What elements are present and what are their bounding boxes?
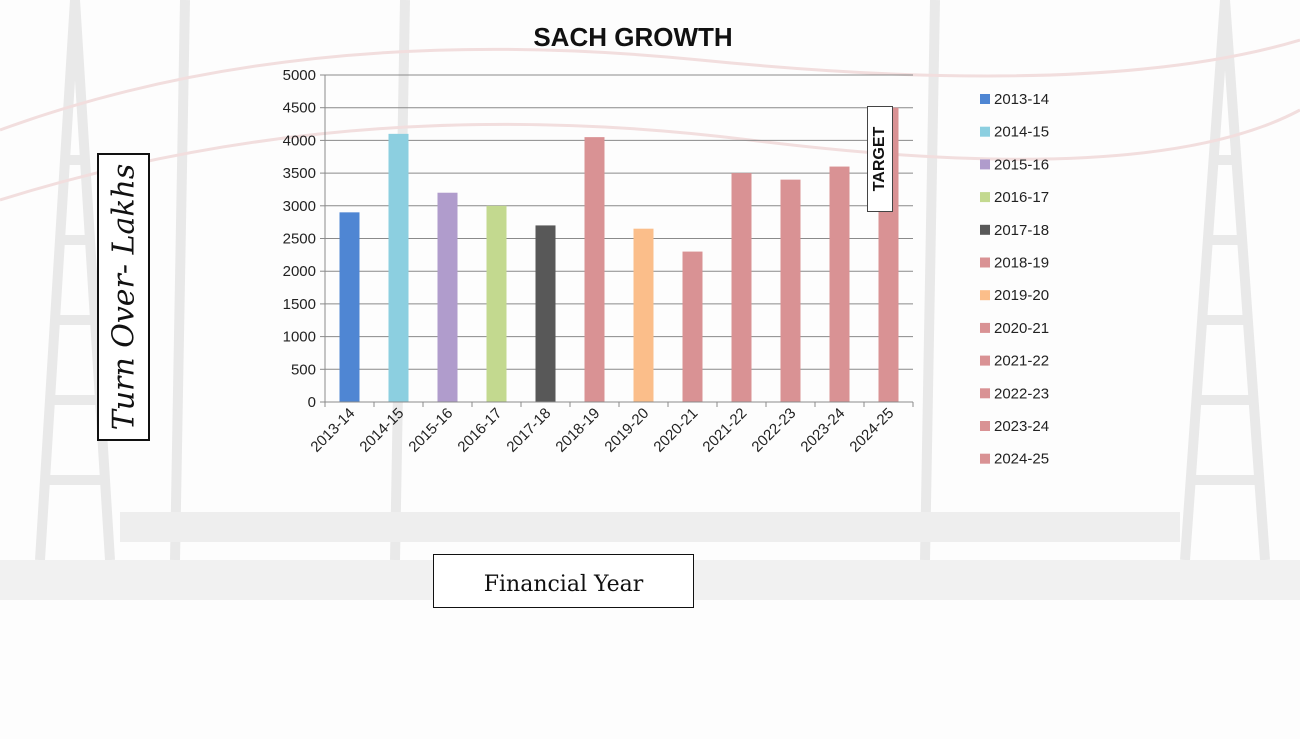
x-tick-label: 2023-24 bbox=[797, 405, 848, 456]
x-axis-label-box: Financial Year bbox=[433, 554, 694, 608]
bar-2016-17 bbox=[486, 205, 507, 402]
bar-2022-23 bbox=[780, 179, 801, 402]
legend-label: 2013-14 bbox=[994, 91, 1049, 108]
y-tick-label: 2000 bbox=[283, 263, 316, 280]
y-tick-label: 4000 bbox=[283, 132, 316, 149]
legend-swatch bbox=[980, 159, 990, 170]
y-tick-label: 3000 bbox=[283, 198, 316, 215]
x-tick-label: 2021-22 bbox=[699, 405, 750, 456]
y-axis-label-box: Turn Over- Lakhs bbox=[97, 153, 150, 441]
x-tick-label: 2013-14 bbox=[307, 405, 358, 456]
legend-swatch bbox=[980, 290, 990, 301]
x-tick-label: 2016-17 bbox=[454, 405, 505, 456]
legend-label: 2021-22 bbox=[994, 353, 1049, 370]
target-annotation: TARGET bbox=[871, 126, 888, 192]
legend-label: 2017-18 bbox=[994, 222, 1049, 239]
bar-2018-19 bbox=[584, 137, 605, 402]
legend-swatch bbox=[980, 355, 990, 366]
legend-swatch bbox=[980, 322, 990, 333]
x-tick-label: 2019-20 bbox=[601, 405, 652, 456]
y-tick-label: 500 bbox=[291, 361, 316, 378]
y-tick-label: 1500 bbox=[283, 296, 316, 313]
legend-swatch bbox=[980, 224, 990, 235]
legend-swatch bbox=[980, 421, 990, 431]
x-tick-label: 2024-25 bbox=[846, 405, 897, 456]
x-tick-label: 2017-18 bbox=[503, 405, 554, 456]
legend-swatch bbox=[980, 126, 990, 137]
x-axis-ticks: 2013-142014-152015-162016-172017-182018-… bbox=[307, 402, 914, 456]
chart-title: SACH GROWTH bbox=[533, 22, 732, 52]
legend-label: 2024-25 bbox=[994, 451, 1049, 468]
bar-2019-20 bbox=[633, 228, 654, 402]
y-tick-label: 2500 bbox=[283, 231, 316, 248]
y-axis-ticks: 0 500 1000 1500 2000 2500 3000 3500 4000 4500 5000 bbox=[283, 67, 325, 411]
bar-2017-18 bbox=[535, 225, 556, 402]
gridlines bbox=[325, 74, 913, 370]
legend-label: 2018-19 bbox=[994, 255, 1049, 272]
legend-label: 2016-17 bbox=[994, 189, 1049, 206]
y-axis-label: Turn Over- Lakhs bbox=[106, 163, 141, 431]
y-tick-label: 4500 bbox=[283, 100, 316, 117]
legend: 2013-14 2014-15 2015-16 2016-17 2017-18 2018-… bbox=[980, 91, 1049, 468]
bar-2023-24 bbox=[829, 166, 850, 402]
y-tick-label: 5000 bbox=[283, 67, 316, 84]
legend-label: 2022-23 bbox=[994, 385, 1049, 402]
y-tick-label: 0 bbox=[308, 394, 316, 411]
legend-swatch bbox=[980, 453, 990, 464]
legend-swatch bbox=[980, 192, 990, 203]
legend-swatch bbox=[980, 257, 990, 268]
y-tick-label: 3500 bbox=[283, 165, 316, 182]
x-tick-label: 2020-21 bbox=[650, 405, 701, 456]
x-tick-label: 2014-15 bbox=[356, 405, 407, 456]
bar-2013-14 bbox=[339, 212, 360, 402]
legend-swatch bbox=[980, 94, 990, 104]
x-tick-label: 2015-16 bbox=[405, 405, 456, 456]
legend-label: 2019-20 bbox=[994, 287, 1049, 304]
legend-label: 2020-21 bbox=[994, 320, 1049, 337]
x-axis-label: Financial Year bbox=[483, 571, 644, 597]
legend-swatch bbox=[980, 388, 990, 399]
bar-2021-22 bbox=[731, 173, 752, 402]
legend-label: 2015-16 bbox=[994, 156, 1049, 173]
bar-2015-16 bbox=[437, 192, 458, 402]
axes bbox=[324, 75, 913, 403]
x-tick-label: 2022-23 bbox=[748, 405, 799, 456]
x-tick-label: 2018-19 bbox=[552, 405, 603, 456]
legend-label: 2014-15 bbox=[994, 124, 1049, 141]
bars bbox=[339, 107, 899, 403]
bar-2014-15 bbox=[388, 133, 409, 403]
legend-label: 2023-24 bbox=[994, 418, 1049, 435]
bar-2020-21 bbox=[682, 251, 703, 402]
y-tick-label: 1000 bbox=[283, 329, 316, 346]
target-annotation-box: TARGET bbox=[867, 106, 893, 212]
